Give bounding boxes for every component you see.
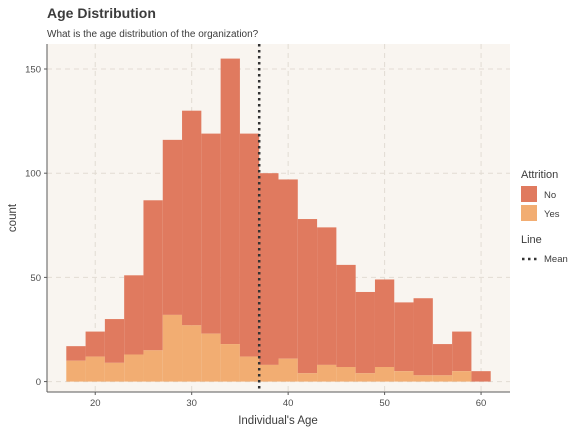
bar-yes (104, 362, 125, 382)
legend-label-yes: Yes (544, 209, 560, 220)
bar-no (182, 110, 202, 326)
bar-no (259, 173, 279, 365)
bar-no (471, 371, 491, 382)
bar-no (162, 139, 183, 315)
bar-yes (162, 314, 183, 382)
bar-no (278, 179, 298, 359)
bar-yes (182, 325, 202, 382)
bar-yes (220, 344, 240, 382)
bar-yes (317, 364, 337, 382)
legend-swatch-no (521, 186, 537, 202)
bar-no (374, 279, 395, 367)
bar-yes (278, 358, 298, 382)
x-tick-label: 30 (186, 398, 197, 409)
bar-yes (355, 373, 375, 382)
bar-yes (259, 364, 279, 382)
x-axis-title: Individual's Age (238, 415, 318, 427)
bar-no (432, 344, 453, 376)
y-tick-label: 50 (30, 273, 41, 284)
y-tick-label: 150 (25, 65, 41, 76)
bar-yes (432, 375, 453, 382)
bar-yes (336, 366, 356, 382)
chart-title: Age Distribution (47, 5, 156, 21)
bar-no (297, 219, 318, 374)
histogram-bars (66, 58, 491, 382)
bar-yes (374, 366, 395, 382)
bar-no (220, 58, 240, 345)
bar-yes (143, 350, 163, 382)
bar-no (317, 227, 337, 365)
legend-swatch-yes (521, 205, 537, 221)
x-tick-label: 50 (379, 398, 390, 409)
bar-no (413, 298, 433, 376)
chart-subtitle: What is the age distribution of the orga… (47, 29, 259, 40)
bar-yes (394, 371, 414, 382)
axes (44, 44, 510, 395)
bar-yes (413, 375, 433, 382)
bar-no (394, 302, 414, 372)
bar-yes (452, 371, 472, 382)
legend-title-attrition: Attrition (521, 169, 558, 181)
bar-no (66, 346, 86, 361)
legend-label-no: No (544, 190, 556, 201)
x-tick-label: 20 (90, 398, 101, 409)
y-axis-title: count (7, 203, 19, 232)
bar-no (201, 133, 221, 334)
bar-yes (297, 373, 318, 382)
bar-no (124, 275, 144, 355)
bar-yes (85, 356, 105, 382)
bar-yes (201, 333, 221, 382)
bar-no (104, 319, 125, 363)
legend-title-line: Line (521, 234, 542, 246)
legend-label-mean: Mean (544, 254, 568, 265)
tick-labels: 20 30 40 50 60 0 50 100 150 (25, 65, 486, 409)
bar-no (239, 133, 260, 357)
bar-yes (124, 354, 144, 382)
bar-no (85, 331, 105, 357)
bar-yes (239, 356, 260, 382)
y-tick-label: 100 (25, 169, 41, 180)
bar-no (355, 291, 375, 374)
x-tick-label: 60 (476, 398, 487, 409)
legend: Attrition No Yes Line Mean (521, 169, 568, 265)
bar-no (143, 200, 163, 351)
y-tick-label: 0 (36, 377, 41, 388)
bar-no (452, 331, 472, 372)
x-tick-label: 40 (283, 398, 294, 409)
bar-yes (66, 360, 86, 382)
bar-no (336, 264, 356, 367)
